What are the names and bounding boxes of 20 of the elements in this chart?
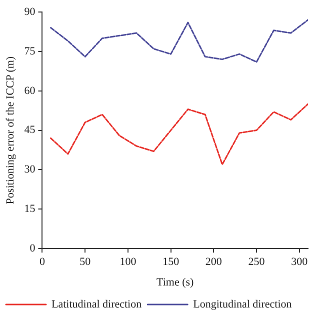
line-series bbox=[50, 103, 308, 166]
x-tick-label: 100 bbox=[120, 256, 137, 268]
line-series bbox=[50, 19, 308, 63]
legend-label: Latitudinal direction bbox=[52, 298, 142, 310]
y-axis-title: Positioning error of the ICCP (m) bbox=[4, 56, 16, 204]
y-tick-label: 75 bbox=[24, 45, 36, 58]
y-tick-label: 90 bbox=[24, 6, 36, 18]
x-tick-label: 300 bbox=[291, 256, 308, 268]
x-tick-label: 50 bbox=[80, 256, 92, 268]
x-axis-title: Time (s) bbox=[156, 276, 194, 288]
y-tick-label: 15 bbox=[24, 203, 36, 216]
x-tick-label: 250 bbox=[248, 256, 266, 268]
y-tick-label: 45 bbox=[24, 124, 36, 136]
legend-label: Longitudinal direction bbox=[193, 298, 292, 310]
y-tick-label: 0 bbox=[30, 242, 36, 254]
x-tick-label: 200 bbox=[205, 256, 222, 268]
y-tick-label: 60 bbox=[24, 84, 36, 97]
x-tick-label: 0 bbox=[39, 256, 46, 268]
x-tick-label: 150 bbox=[162, 256, 180, 268]
y-tick-label: 30 bbox=[24, 164, 36, 176]
